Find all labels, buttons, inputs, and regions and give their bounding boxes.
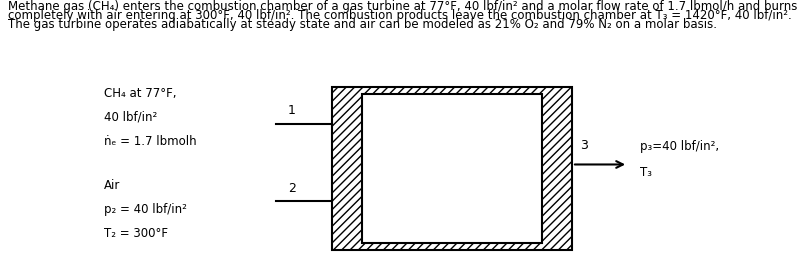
Text: ṅₑ = 1.7 lbmolh: ṅₑ = 1.7 lbmolh [104,135,197,148]
Text: 3: 3 [580,140,588,152]
Text: Methane gas (CH₄) enters the combustion chamber of a gas turbine at 77°F, 40 lbf: Methane gas (CH₄) enters the combustion … [8,0,798,13]
Text: p₃=40 lbf/in²,: p₃=40 lbf/in², [640,140,719,153]
Text: T₃: T₃ [640,166,652,179]
Text: Air: Air [104,179,120,192]
Text: completely with air entering at 300°F, 40 lbf/in². The combustion products leave: completely with air entering at 300°F, 4… [8,9,792,22]
Text: 40 lbf/in²: 40 lbf/in² [104,111,158,124]
Text: 1: 1 [288,104,296,117]
Text: 2: 2 [288,182,296,195]
Text: CH₄ at 77°F,: CH₄ at 77°F, [104,87,177,100]
Text: The gas turbine operates adiabatically at steady state and air can be modeled as: The gas turbine operates adiabatically a… [8,18,717,31]
Text: p₂ = 40 lbf/in²: p₂ = 40 lbf/in² [104,203,187,216]
Bar [362,94,542,243]
Text: T₂ = 300°F: T₂ = 300°F [104,227,168,240]
Bar [332,87,572,250]
